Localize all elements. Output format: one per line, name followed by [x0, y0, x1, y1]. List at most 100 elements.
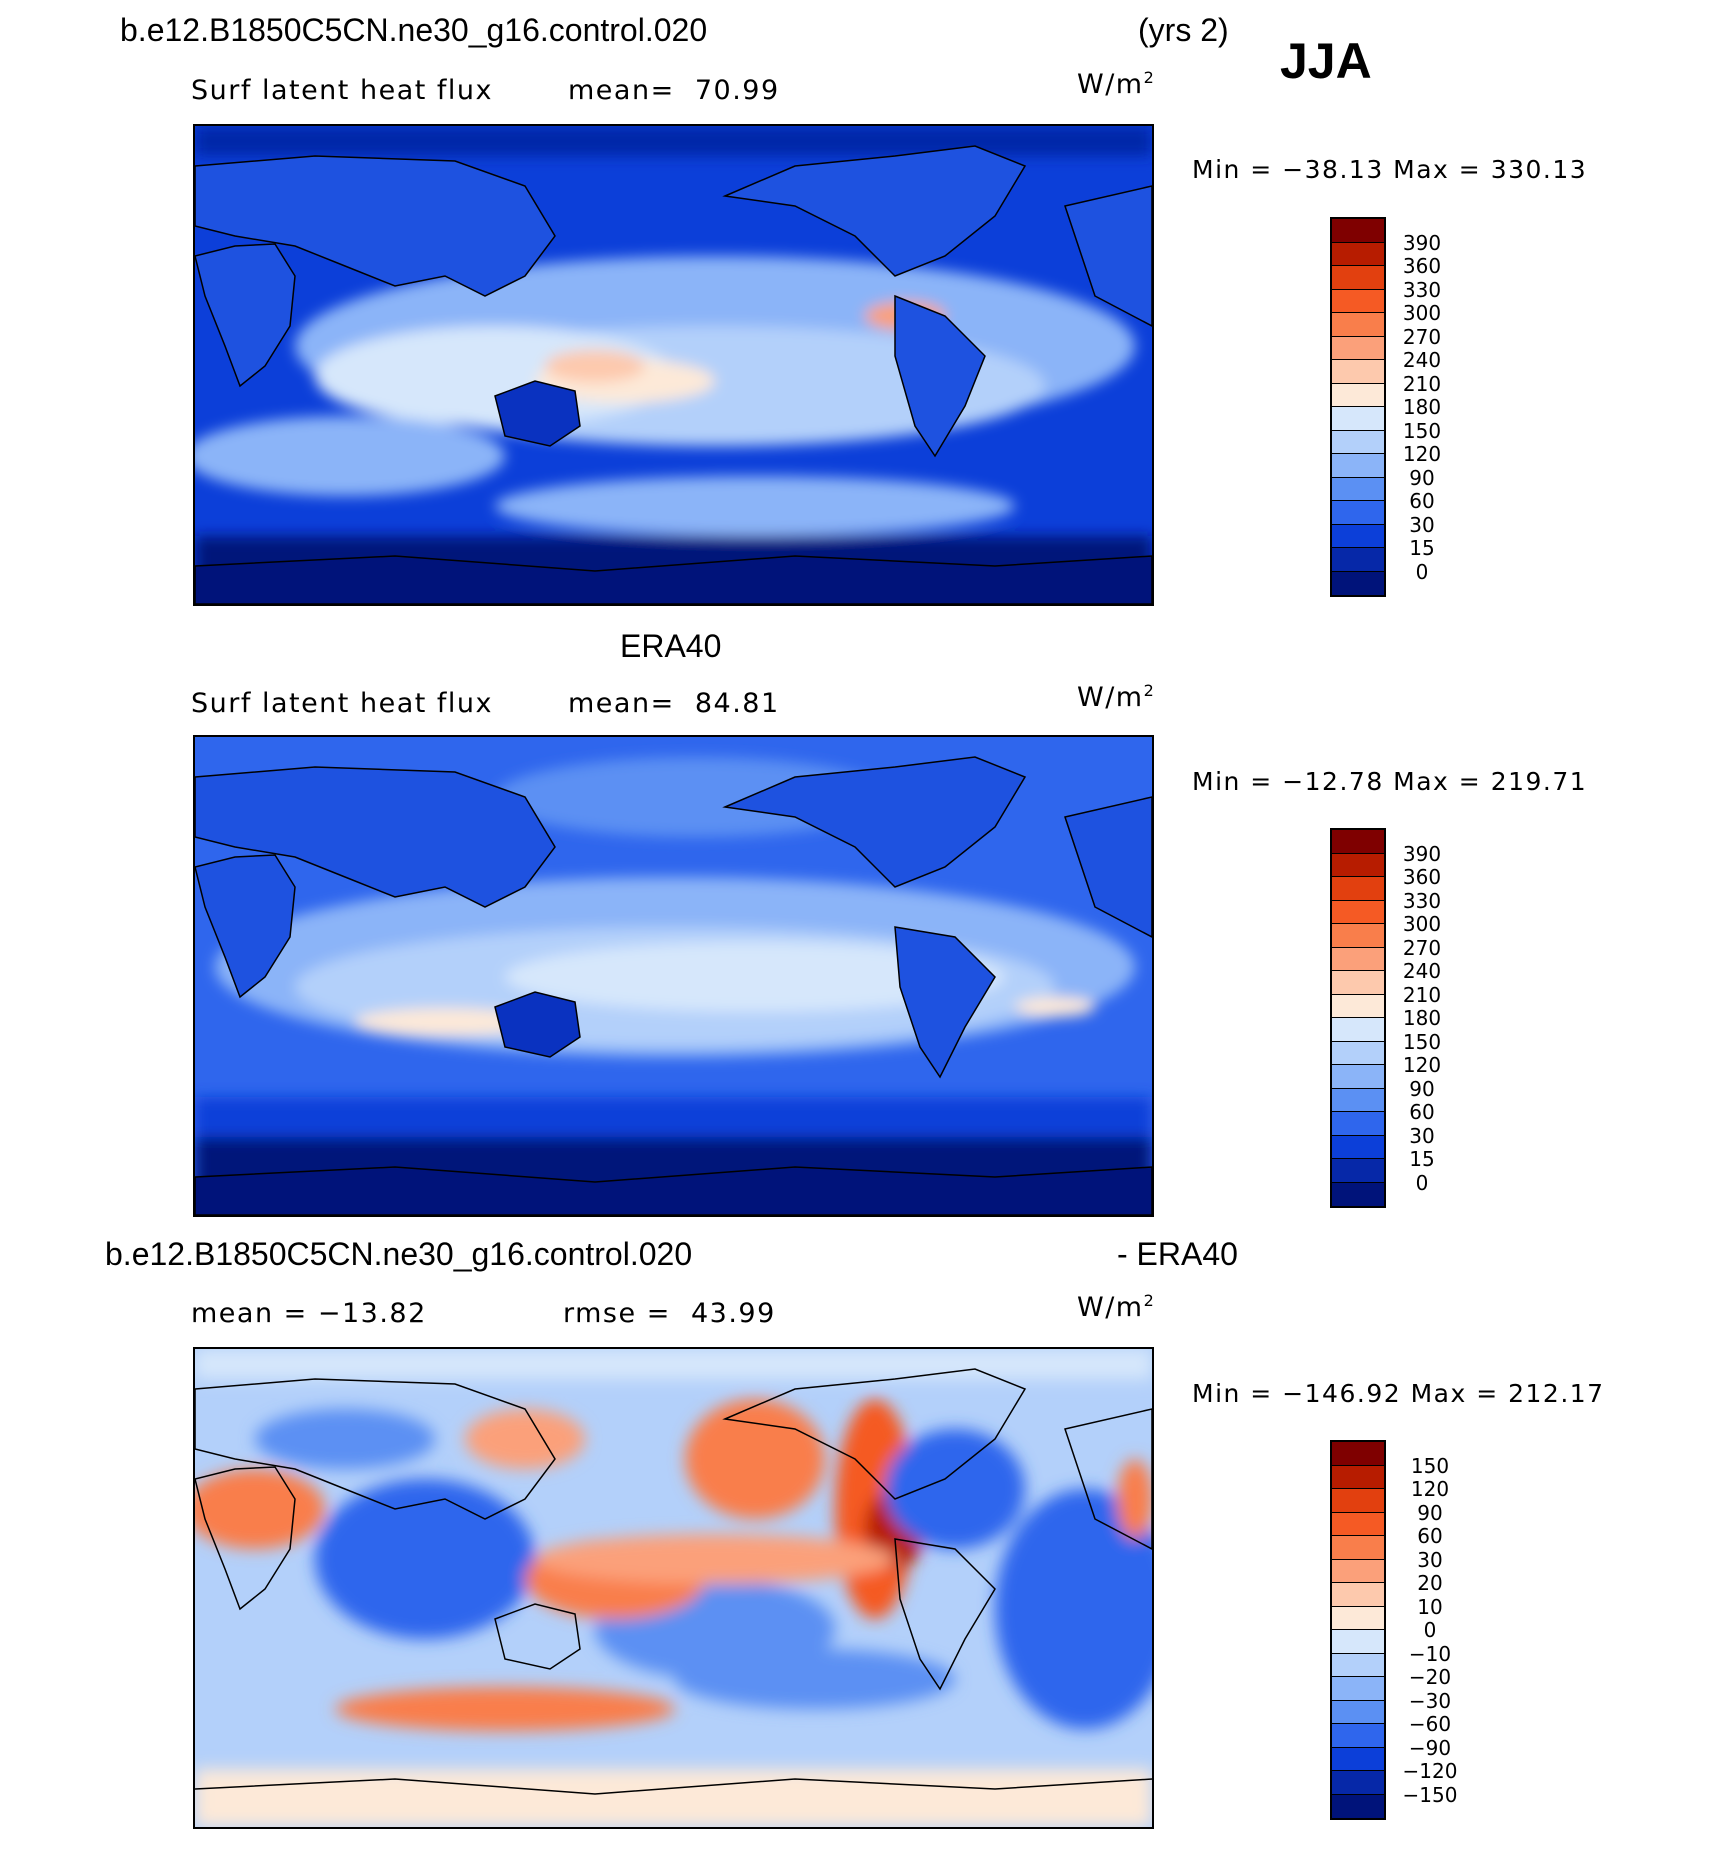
- panel2-colorbar-tick-label: 150: [1402, 1029, 1442, 1054]
- panel3-colorbar-tick-label: −20: [1408, 1665, 1452, 1689]
- panel2-colorbar: [1330, 828, 1386, 1208]
- panel3-colorbar: [1330, 1440, 1386, 1820]
- case-title: b.e12.B1850C5CN.ne30_g16.control.020: [120, 12, 708, 48]
- panel1-colorbar-box: [1332, 266, 1384, 290]
- panel2-colorbar-box: [1332, 1182, 1384, 1206]
- panel3-minmax: Min = −146.92 Max = 212.17: [1192, 1379, 1605, 1408]
- panel1-variable-label: Surf latent heat flux: [191, 75, 494, 106]
- panel1-colorbar-box: [1332, 501, 1384, 525]
- panel1-colorbar-tick-label: 15: [1409, 536, 1435, 560]
- panel1-colorbar-tick-label: 90: [1409, 465, 1435, 490]
- panel3-map: [193, 1347, 1154, 1829]
- panel2-colorbar-tick-label: 15: [1409, 1147, 1435, 1171]
- panel2-colorbar-tick-label: 90: [1409, 1076, 1435, 1101]
- panel2-colorbar-tick-label: 60: [1409, 1100, 1435, 1124]
- panel3-units: W/m2: [1077, 1291, 1156, 1323]
- panel1-colorbar-box: [1332, 313, 1384, 337]
- panel3-colorbar-tick-label: −60: [1408, 1712, 1452, 1736]
- panel3-colorbar-box: [1332, 1794, 1384, 1818]
- panel1-colorbar-tick-label: 150: [1402, 418, 1442, 443]
- panel1-colorbar-box: [1332, 571, 1384, 595]
- panel3-colorbar-tick-label: −150: [1402, 1782, 1458, 1807]
- panel2-colorbar-box: [1332, 853, 1384, 877]
- panel2-colorbar-box: [1332, 1159, 1384, 1183]
- season-label: JJA: [1280, 33, 1372, 89]
- panel1-colorbar-box: [1332, 360, 1384, 384]
- panel1-colorbar-tick-label: 270: [1402, 324, 1442, 349]
- panel3-colorbar-box: [1332, 1606, 1384, 1630]
- panel1-minmax: Min = −38.13 Max = 330.13: [1192, 155, 1588, 184]
- panel3-colorbar-box: [1332, 1747, 1384, 1771]
- panel1-colorbar-box: [1332, 548, 1384, 572]
- panel1-colorbar-tick-label: 240: [1402, 348, 1442, 372]
- panel3-colorbar-box: [1332, 1771, 1384, 1795]
- panel2-mean-label: mean= 84.81: [568, 688, 780, 719]
- panel3-colorbar-tick-label: 20: [1417, 1571, 1443, 1595]
- panel1-units: W/m2: [1077, 68, 1156, 100]
- panel2-colorbar-box: [1332, 1112, 1384, 1136]
- panel1-colorbar-tick-label: 180: [1402, 395, 1442, 419]
- panel3-colorbar-box: [1332, 1724, 1384, 1748]
- panel1-colorbar-tick-label: 120: [1402, 442, 1442, 466]
- panel2-map: [193, 735, 1154, 1217]
- panel1-colorbar-tick-label: 390: [1402, 230, 1442, 255]
- panel2-colorbar-box: [1332, 1135, 1384, 1159]
- panel2-colorbar-box: [1332, 947, 1384, 971]
- panel1-map: [193, 124, 1154, 606]
- panel2-colorbar-box: [1332, 877, 1384, 901]
- panel2-colorbar-box: [1332, 830, 1384, 854]
- panel2-units: W/m2: [1077, 681, 1156, 713]
- panel2-colorbar-box: [1332, 1018, 1384, 1042]
- panel3-colorbar-box: [1332, 1489, 1384, 1513]
- panel1-colorbar-tick-label: 60: [1409, 489, 1435, 513]
- panel3-colorbar-tick-label: 150: [1410, 1453, 1450, 1478]
- panel1-colorbar: [1330, 217, 1386, 597]
- panel2-colorbar-tick-label: 120: [1402, 1053, 1442, 1077]
- panel3-colorbar-tick-label: −90: [1408, 1735, 1452, 1760]
- panel3-colorbar-box: [1332, 1630, 1384, 1654]
- panel1-colorbar-box: [1332, 383, 1384, 407]
- panel2-colorbar-tick-label: 0: [1415, 1170, 1429, 1195]
- panel1-colorbar-box: [1332, 524, 1384, 548]
- panel3-colorbar-tick-label: 30: [1417, 1547, 1443, 1572]
- panel3-colorbar-box: [1332, 1512, 1384, 1536]
- panel3-colorbar-box: [1332, 1583, 1384, 1607]
- panel1-colorbar-tick-label: 30: [1409, 512, 1435, 537]
- panel3-colorbar-tick-label: 90: [1417, 1500, 1443, 1525]
- panel2-colorbar-tick-label: 30: [1409, 1123, 1435, 1148]
- panel3-title-case: b.e12.B1850C5CN.ne30_g16.control.020: [105, 1236, 693, 1272]
- panel2-colorbar-box: [1332, 994, 1384, 1018]
- panel1-colorbar-tick-label: 0: [1415, 559, 1429, 584]
- panel2-colorbar-box: [1332, 924, 1384, 948]
- panel3-colorbar-tick-label: −30: [1408, 1688, 1452, 1713]
- panel1-colorbar-tick-label: 300: [1402, 301, 1442, 325]
- panel1-colorbar-box: [1332, 477, 1384, 501]
- panel2-colorbar-box: [1332, 971, 1384, 995]
- panel2-colorbar-box: [1332, 1065, 1384, 1089]
- panel3-rmse-label: rmse = 43.99: [563, 1298, 776, 1329]
- panel2-title: ERA40: [620, 628, 722, 664]
- panel3-colorbar-box: [1332, 1559, 1384, 1583]
- panel3-colorbar-box: [1332, 1465, 1384, 1489]
- panel3-title-ref: - ERA40: [1117, 1236, 1238, 1272]
- panel3-colorbar-box: [1332, 1700, 1384, 1724]
- panel3-colorbar-box: [1332, 1677, 1384, 1701]
- panel1-colorbar-tick-label: 330: [1402, 277, 1442, 302]
- panel3-colorbar-box: [1332, 1442, 1384, 1466]
- panel1-colorbar-tick-label: 360: [1402, 254, 1442, 278]
- panel3-mean-label: mean = −13.82: [191, 1298, 427, 1329]
- panel2-colorbar-tick-label: 210: [1402, 982, 1442, 1007]
- panel2-colorbar-tick-label: 180: [1402, 1006, 1442, 1030]
- panel3-colorbar-tick-label: −120: [1402, 1759, 1458, 1783]
- panel2-colorbar-tick-label: 300: [1402, 912, 1442, 936]
- panel2-colorbar-tick-label: 330: [1402, 888, 1442, 913]
- panel3-colorbar-tick-label: 120: [1410, 1477, 1450, 1501]
- panel2-colorbar-tick-label: 360: [1402, 865, 1442, 889]
- panel3-colorbar-tick-label: 10: [1417, 1594, 1443, 1619]
- panel2-colorbar-tick-label: 240: [1402, 959, 1442, 983]
- panel3-colorbar-tick-label: 60: [1417, 1524, 1443, 1548]
- panel1-colorbar-box: [1332, 430, 1384, 454]
- panel2-colorbar-box: [1332, 1088, 1384, 1112]
- panel2-minmax: Min = −12.78 Max = 219.71: [1192, 767, 1588, 796]
- panel2-colorbar-box: [1332, 900, 1384, 924]
